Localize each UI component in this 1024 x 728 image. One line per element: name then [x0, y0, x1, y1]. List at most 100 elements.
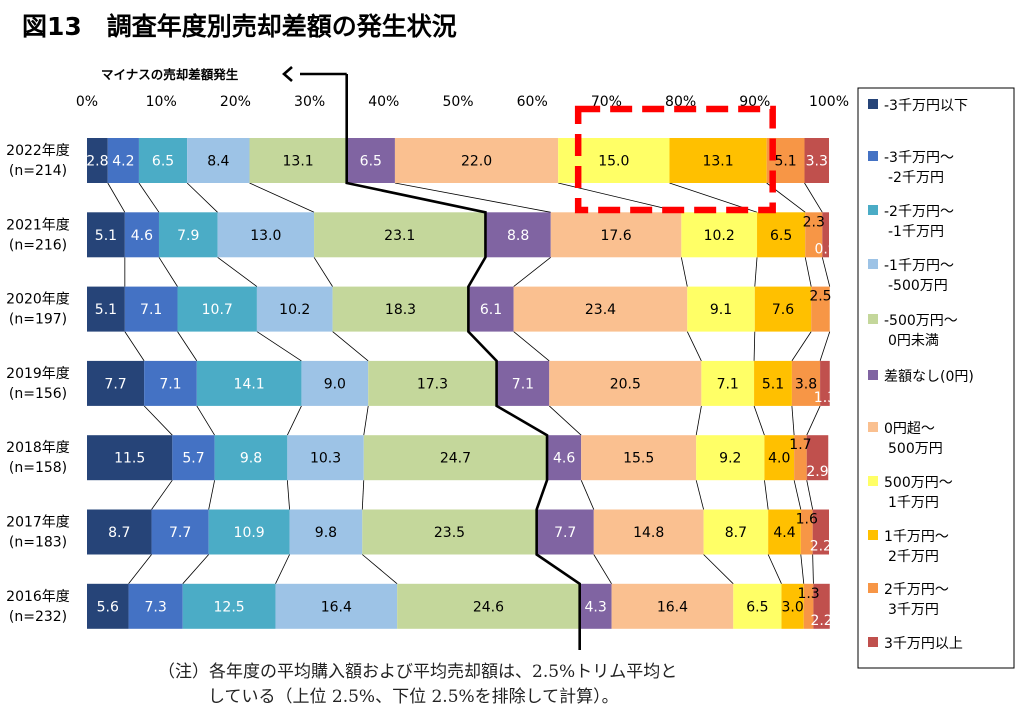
connector-line	[513, 331, 550, 362]
bar-segment	[468, 286, 514, 332]
bar-segment	[804, 138, 829, 183]
x-tick-label: 100%	[809, 94, 849, 110]
segment-value-label: 6.5	[152, 154, 174, 170]
x-tick-label: 60%	[517, 94, 548, 110]
segment-value-label: 2.2	[810, 613, 832, 629]
legend-swatch	[868, 476, 878, 486]
segment-value-label: 6.5	[746, 599, 768, 615]
segment-value-label: 4.2	[112, 154, 134, 170]
connector-line	[182, 554, 209, 585]
connector-line	[753, 331, 756, 361]
highlight-dashed-box	[574, 105, 776, 214]
category-label: 2019年度	[6, 366, 70, 382]
connector-line	[107, 182, 126, 213]
bar-segment	[287, 435, 364, 481]
bar-segment	[813, 583, 830, 629]
connector-line	[208, 480, 216, 510]
legend-label: 3千万円	[888, 602, 939, 618]
connector-line	[138, 182, 160, 213]
segment-value-label: 8.4	[207, 154, 229, 170]
bar-segment	[87, 509, 152, 555]
bar-segment	[87, 435, 173, 481]
category-label: 2020年度	[6, 292, 70, 308]
bar-segment	[397, 583, 580, 629]
x-tick-label: 10%	[146, 94, 177, 110]
category-label: 2018年度	[6, 440, 70, 456]
bar-segment	[513, 286, 688, 332]
segment-value-label: 2.8	[86, 154, 108, 170]
category-label: (n=214)	[9, 163, 67, 179]
chart-title: 図13 調査年度別売却差額の発生状況	[22, 12, 457, 41]
connector-line	[680, 257, 688, 287]
legend-swatch	[868, 205, 878, 215]
segment-value-label: 3.0	[782, 599, 804, 615]
segment-labels: 2.8 4.2 6.5 8.4 13.1 6.5 22.0 15.0 13.1 5.1 3.3 5.1…	[86, 154, 837, 629]
segment-value-label: 14.1	[234, 376, 265, 392]
legend-swatch	[868, 99, 878, 109]
bar-segment	[128, 583, 183, 629]
annotation-text: マイナスの売却差額発生	[101, 67, 239, 82]
segment-value-label: 4.6	[553, 451, 575, 467]
legend-frame	[857, 87, 1015, 669]
segment-value-label: 5.1	[95, 228, 117, 244]
connector-line	[196, 405, 215, 436]
segment-value-label: 16.4	[321, 599, 352, 615]
connector-line	[158, 257, 178, 287]
bar-segment	[217, 212, 315, 258]
legend-label: -2千万円～	[884, 204, 954, 220]
bar-segment	[581, 435, 697, 481]
segment-value-label: 16.4	[657, 599, 688, 615]
bar-segment	[144, 360, 197, 406]
segment-value-label: 9.8	[315, 525, 337, 541]
legend-label: 3千万円以上	[884, 636, 963, 652]
category-label: (n=158)	[9, 460, 67, 476]
connector-line	[256, 331, 302, 362]
segment-value-label: 9.0	[324, 376, 346, 392]
connector-line	[580, 480, 595, 510]
segment-value-label: 7.7	[169, 525, 191, 541]
x-tick-label: 30%	[294, 94, 325, 110]
segment-value-label: 15.5	[623, 451, 654, 467]
segment-value-label: 13.0	[250, 228, 281, 244]
bar-segment	[768, 509, 801, 555]
footnote-line: （注）各年度の平均購入額および平均売却額は、2.5%トリム平均と	[158, 662, 677, 682]
bar-segment	[701, 360, 755, 406]
bar-segment	[579, 583, 612, 629]
bar-segment	[87, 286, 125, 332]
legend-label: 差額なし(0円)	[884, 369, 974, 385]
category-label: 2021年度	[6, 217, 70, 233]
legend-label: 0円超～	[884, 421, 935, 437]
connector-line	[791, 405, 795, 436]
bar-segment	[811, 286, 830, 332]
connector-line	[806, 480, 814, 510]
segment-value-label: 23.4	[585, 302, 616, 318]
category-label: (n=156)	[9, 386, 67, 402]
bar-segment	[754, 286, 812, 332]
segment-value-label: 4.6	[131, 228, 153, 244]
connector-line	[313, 257, 333, 287]
category-label: (n=216)	[9, 237, 67, 253]
segment-value-label: 2.2	[810, 539, 832, 555]
segment-value-label: 18.3	[385, 302, 416, 318]
bar-segment	[757, 212, 806, 258]
segment-value-label: 7.7	[104, 376, 126, 392]
bar-segment	[794, 435, 807, 481]
segment-value-label: 4.3	[585, 599, 607, 615]
segment-value-label: 0.9	[815, 241, 837, 257]
segment-value-label: 1.6	[796, 512, 818, 528]
segment-value-label: 1.7	[789, 437, 811, 453]
segment-value-label: 7.3	[145, 599, 167, 615]
segment-value-label: 9.2	[719, 451, 741, 467]
bar-segment	[803, 583, 814, 629]
connector-line	[217, 256, 258, 287]
connector-line	[593, 554, 612, 585]
segment-value-label: 11.5	[114, 451, 145, 467]
legend-label: 500万円	[888, 441, 943, 457]
connector-line	[186, 182, 218, 213]
bar-segment	[820, 360, 830, 406]
connector-line	[800, 554, 805, 584]
x-tick-label: 20%	[220, 94, 251, 110]
connector-line	[686, 331, 702, 362]
segment-value-label: 5.7	[182, 451, 204, 467]
annotation: マイナスの売却差額発生	[101, 66, 347, 82]
